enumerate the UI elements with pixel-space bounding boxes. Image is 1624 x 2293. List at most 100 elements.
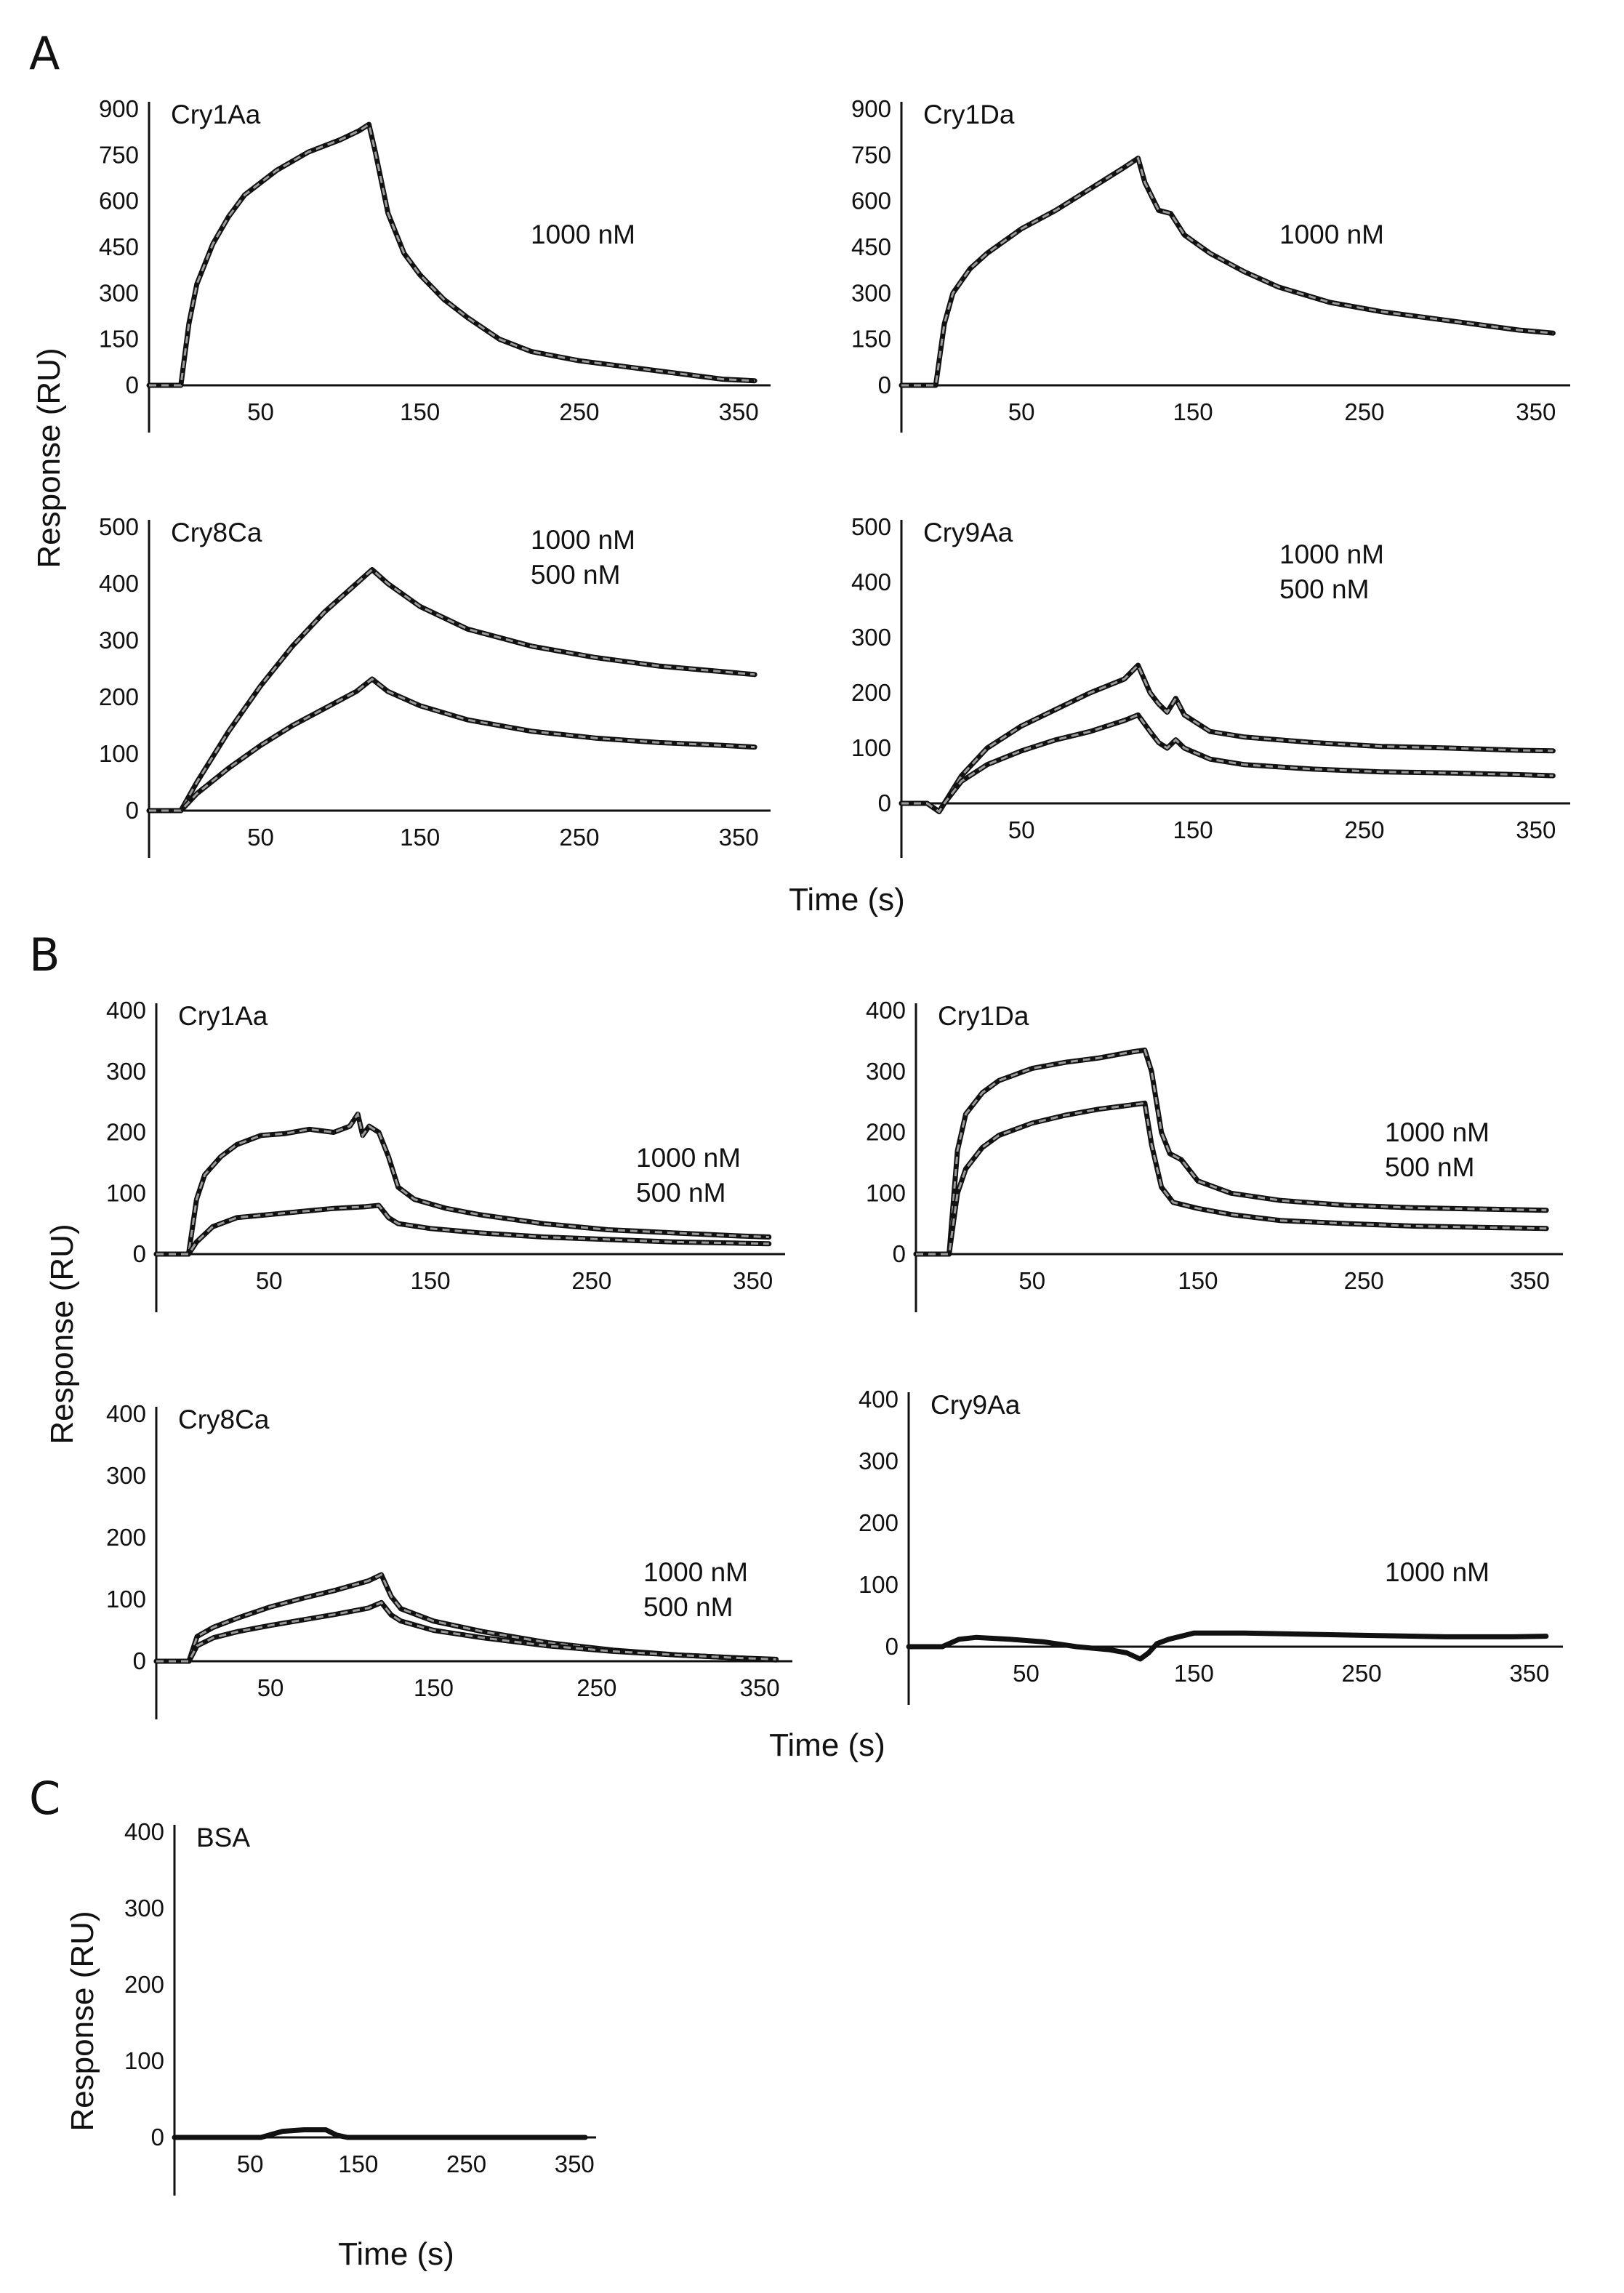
y-tick-label: 100 [106, 1586, 146, 1613]
y-tick-label: 200 [851, 679, 891, 706]
chart-b-cry8ca: 0 100 200 300 400 50 150 250 350 Cry8Ca 1000 nM 500… [106, 1400, 792, 1719]
chart-title: Cry9Aa [930, 1390, 1021, 1420]
x-tick-label: 350 [1516, 398, 1556, 425]
x-tick-label: 250 [571, 1267, 611, 1294]
panel-c-y-axis-label: Response (RU) [65, 1911, 100, 2131]
x-tick-label: 250 [1344, 816, 1384, 843]
x-tick-label: 150 [411, 1267, 451, 1294]
fit-line-1000-nm [901, 663, 1553, 814]
chart-a-cry8ca: 0 100 200 300 400 500 50 150 250 350 Cry8Ca 1000 nM… [99, 513, 771, 858]
x-tick-label: 150 [1173, 398, 1213, 425]
concentration-label: 1000 nM [1279, 539, 1384, 569]
y-tick-label: 300 [106, 1058, 146, 1085]
y-tick-label: 300 [124, 1895, 164, 1921]
panel-b-y-axis-label: Response (RU) [44, 1224, 80, 1444]
y-tick-label: 900 [851, 95, 891, 122]
series-line-bsa [172, 2127, 588, 2140]
y-tick-label: 400 [99, 570, 139, 597]
chart-a-cry9aa: 0 100 200 300 400 500 50 150 250 350 Cry9Aa 1000 nM… [851, 513, 1570, 858]
panel-b-x-axis-label: Time (s) [769, 1727, 885, 1763]
concentration-label: 1000 nM [1279, 220, 1384, 249]
x-tick-label: 350 [555, 2151, 595, 2177]
chart-title: Cry1Aa [171, 100, 261, 129]
panel-label-c: C [29, 1772, 60, 1825]
series-line-1000-nm [899, 662, 1556, 814]
x-tick-label: 250 [559, 398, 599, 425]
panel-label-a: A [29, 27, 60, 80]
panel-c-x-axis-label: Time (s) [338, 2236, 454, 2272]
concentration-label: 1000 nM [1385, 1117, 1490, 1147]
series-line-500-nm [146, 676, 757, 814]
x-tick-label: 350 [740, 1674, 780, 1701]
x-tick-label: 350 [733, 1267, 773, 1294]
panel-a-y-axis-label: Response (RU) [31, 348, 67, 568]
y-tick-label: 0 [126, 797, 139, 824]
y-tick-label: 300 [866, 1058, 906, 1085]
x-tick-label: 50 [247, 824, 274, 851]
panel-a-x-axis-label: Time (s) [789, 882, 905, 917]
y-tick-label: 100 [106, 1179, 146, 1206]
y-tick-label: 450 [851, 233, 891, 260]
y-tick-label: 750 [99, 141, 139, 168]
chart-title: Cry1Aa [178, 1001, 268, 1031]
x-tick-label: 350 [719, 824, 759, 851]
y-tick-label: 400 [866, 997, 906, 1024]
x-tick-label: 50 [1008, 816, 1035, 843]
x-tick-label: 250 [576, 1674, 616, 1701]
y-tick-label: 300 [851, 279, 891, 306]
fit-line-500-nm [156, 1601, 776, 1663]
fit-line-1000-nm [156, 1111, 769, 1256]
chart-title: Cry1Da [923, 100, 1015, 129]
fit-line-1000-nm [149, 568, 755, 812]
x-tick-label: 50 [256, 1267, 283, 1294]
fit-line-1000-nm [149, 122, 755, 387]
y-tick-label: 100 [851, 734, 891, 761]
chart-a-cry1da: 0 150 300 450 600 750 900 50 150 250 350 Cry1Da 1000… [851, 95, 1570, 433]
x-tick-label: 250 [1342, 1660, 1382, 1687]
y-tick-label: 400 [106, 997, 146, 1024]
chart-title: Cry9Aa [923, 518, 1013, 547]
x-tick-label: 150 [400, 398, 440, 425]
chart-title: Cry1Da [938, 1001, 1029, 1031]
y-tick-label: 0 [885, 1633, 899, 1660]
x-tick-label: 150 [338, 2151, 378, 2177]
x-tick-label: 150 [400, 824, 440, 851]
concentration-label: 1000 nM [1385, 1557, 1490, 1587]
concentration-label: 1000 nM [636, 1143, 741, 1173]
x-tick-label: 150 [1178, 1267, 1218, 1294]
concentration-label: 500 nM [636, 1178, 725, 1208]
fit-line-500-nm [156, 1204, 769, 1256]
x-tick-label: 250 [1344, 1267, 1384, 1294]
y-tick-label: 500 [99, 513, 139, 540]
x-tick-label: 350 [1509, 1660, 1549, 1687]
x-tick-label: 150 [414, 1674, 454, 1701]
y-tick-label: 100 [99, 740, 139, 767]
y-tick-label: 200 [99, 683, 139, 710]
y-tick-label: 400 [106, 1400, 146, 1427]
y-tick-label: 0 [133, 1647, 146, 1674]
y-tick-label: 400 [851, 569, 891, 595]
y-tick-label: 600 [851, 188, 891, 214]
chart-title: Cry8Ca [178, 1405, 270, 1434]
panel-label-b: B [29, 928, 60, 981]
x-tick-label: 50 [247, 398, 274, 425]
x-tick-label: 50 [1013, 1660, 1040, 1687]
y-tick-label: 100 [124, 2047, 164, 2074]
y-tick-label: 300 [106, 1462, 146, 1489]
x-tick-label: 250 [446, 2151, 486, 2177]
y-tick-label: 750 [851, 141, 891, 168]
chart-a-cry1aa: 0 150 300 450 600 750 900 50 150 250 350 Cry1Aa 1000… [99, 95, 771, 433]
y-tick-label: 100 [866, 1179, 906, 1206]
y-tick-label: 200 [866, 1119, 906, 1146]
y-tick-label: 0 [126, 372, 139, 398]
chart-b-cry1aa: 0 100 200 300 400 50 150 250 350 Cry1Aa 1000 nM 500… [106, 997, 785, 1312]
chart-b-cry9aa: 0 100 200 300 400 50 150 250 350 Cry9Aa 1000 nM [859, 1386, 1563, 1705]
concentration-label: 1000 nM [643, 1557, 748, 1587]
series-line-1000-nm [146, 567, 757, 814]
y-tick-label: 200 [859, 1509, 899, 1536]
y-tick-label: 200 [106, 1119, 146, 1146]
y-tick-label: 400 [124, 1818, 164, 1845]
x-tick-label: 50 [1018, 1267, 1045, 1294]
